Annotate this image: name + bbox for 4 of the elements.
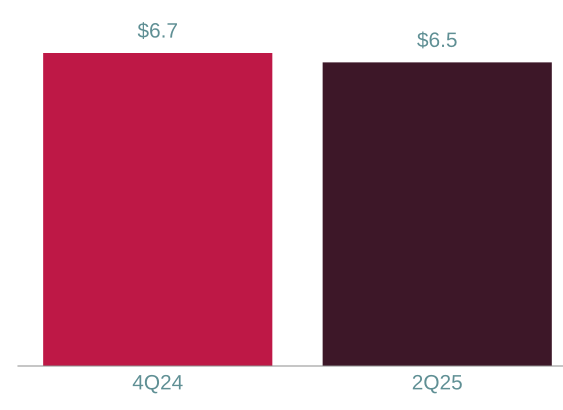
x-tick-label: 4Q24	[132, 374, 183, 394]
data-label: $6.7	[138, 22, 177, 40]
x-tick-label: 2Q25	[412, 374, 462, 394]
data-label: $6.5	[417, 31, 457, 48]
